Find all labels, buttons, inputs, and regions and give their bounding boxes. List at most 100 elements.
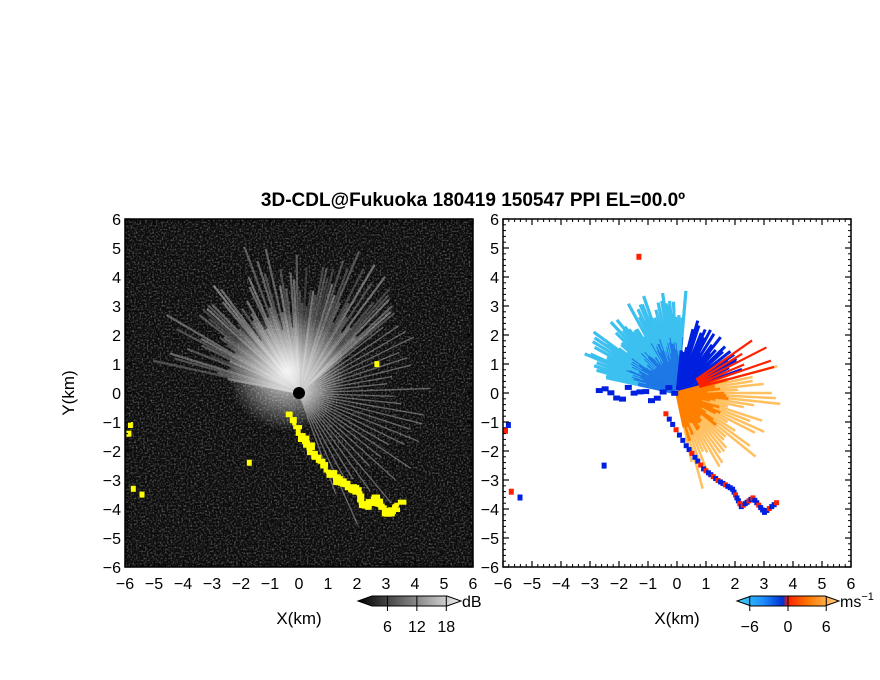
x-tick-label: 2 [731,576,740,593]
velocity-ray [719,405,763,422]
velocity-edge-cell [683,443,689,449]
velocity-ray [700,414,727,438]
velocity-ray [688,421,705,452]
velocity-edge-cell [730,486,736,492]
strong-echo-cell [353,487,362,494]
strong-echo-cell [306,442,315,451]
velocity-cell [665,385,673,391]
x-tick-label: 4 [411,576,420,593]
velocity-ray [591,340,632,367]
strong-echo-cell [374,498,384,507]
y-tick-label: −4 [103,502,121,519]
velocity-cell [517,494,523,501]
velocity-ray [697,346,767,384]
y-tick-label: −1 [103,415,121,432]
velocity-ray [697,429,721,468]
y-tick-label: −2 [103,444,121,461]
velocity-ray [715,411,756,434]
strong-echo-cell [295,427,301,436]
velocity-ray [691,422,709,454]
strong-echo-cell [306,447,313,456]
velocity-cell [508,488,514,495]
velocity-panel: −6 −5 −4 −3 −2 −1 0 1 2 3 4 5 6 6 5 4 3 2 1 0 −1 −2 −3 −4 −5 −6 X… [481,212,856,628]
velocity-cell [624,384,632,390]
velocity-ray [701,406,729,424]
x-tick-label: 4 [789,576,798,593]
velocity-ray [720,382,764,390]
velocity-axes: −6 −5 −4 −3 −2 −1 0 1 2 3 4 5 6 6 5 4 3 2 1 0 −1 −2 −3 −4 −5 −6 [481,212,856,593]
x-tick-label: 2 [353,576,362,593]
colorbar-tick-label: 6 [822,619,831,636]
strong-echo-cell [317,458,326,464]
x-tick-label: −6 [494,576,512,593]
velocity-ray [715,397,755,407]
velocity-cell [636,389,644,395]
velocity-edge-cell [731,489,737,495]
velocity-cell [636,253,642,260]
velocity-ray [699,365,775,389]
colorbar-tick-label: 12 [408,619,426,636]
y-tick-label: 2 [490,328,499,345]
velocity-ray [686,426,701,461]
y-tick-label: −6 [481,560,499,577]
velocity-ray [726,394,776,400]
velocity-ray [700,419,728,449]
velocity-edge-cell [673,427,679,433]
velocity-ray [720,411,765,433]
velocity-edge-cell [670,421,676,427]
strong-echo-cell [320,462,326,469]
velocity-cell [505,422,511,428]
x-tick-label: 0 [673,576,682,593]
intensity-core-glow [227,311,347,431]
intensity-colorbar-unit: dB [462,594,482,611]
colorbar-tick-label: 0 [784,619,793,636]
velocity-colorbar: −6 0 6 ms−1 [735,591,874,636]
strong-echo-cell [301,435,310,445]
velocity-ray [705,410,736,432]
velocity-edge-cell [666,416,672,422]
y-tick-label: 4 [112,270,121,287]
velocity-cell [601,462,607,469]
strong-echo-cell [358,496,363,505]
y-tick-label: 1 [112,357,121,374]
y-tick-label: −4 [481,502,499,519]
strong-echo-cell [365,499,371,507]
y-tick-label: −3 [103,473,121,490]
y-tick-label: 4 [490,270,499,287]
velocity-ray [609,320,642,356]
chart-title: 3D-CDL@Fukuoka 180419 150547 PPI EL=00.0… [261,190,685,211]
velocity-ray [707,388,739,393]
velocity-ray [697,363,745,385]
velocity-ray [695,339,753,381]
velocity-ray [699,421,726,453]
y-tick-label: 2 [112,328,121,345]
velocity-ray [713,405,751,423]
intensity-axes: −6 −5 −4 −3 −2 −1 0 1 2 3 4 5 6 6 5 4 3 2 1 0 −1 −2 −3 −4 −5 −6 [103,212,478,593]
x-tick-label: 3 [760,576,769,593]
x-tick-label: 1 [324,576,333,593]
velocity-edge-cell [692,454,698,460]
intensity-colorbar-bar [356,595,463,607]
x-tick-label: −2 [232,576,250,593]
velocity-cell [607,390,615,396]
y-tick-label: −6 [103,560,121,577]
velocity-ray [714,379,753,389]
velocity-cell [613,395,621,401]
velocity-ray [728,397,781,406]
x-tick-label: −5 [523,576,541,593]
colorbar-tick-label: 18 [437,619,455,636]
strong-echo-cell [139,491,145,498]
velocity-edge-cell [774,500,780,506]
y-tick-label: 3 [490,299,499,316]
y-tick-label: 5 [112,241,121,258]
strong-echo-cell [397,499,407,505]
x-tick-label: −1 [639,576,657,593]
velocity-cell [653,395,661,401]
velocity-edge-cell [733,492,738,498]
velocity-colorbar-unit: ms−1 [840,591,874,611]
y-tick-label: −1 [481,415,499,432]
strong-echo-cell [380,505,387,510]
velocity-edge-cell [680,437,686,443]
strong-echo-cell [126,430,132,437]
